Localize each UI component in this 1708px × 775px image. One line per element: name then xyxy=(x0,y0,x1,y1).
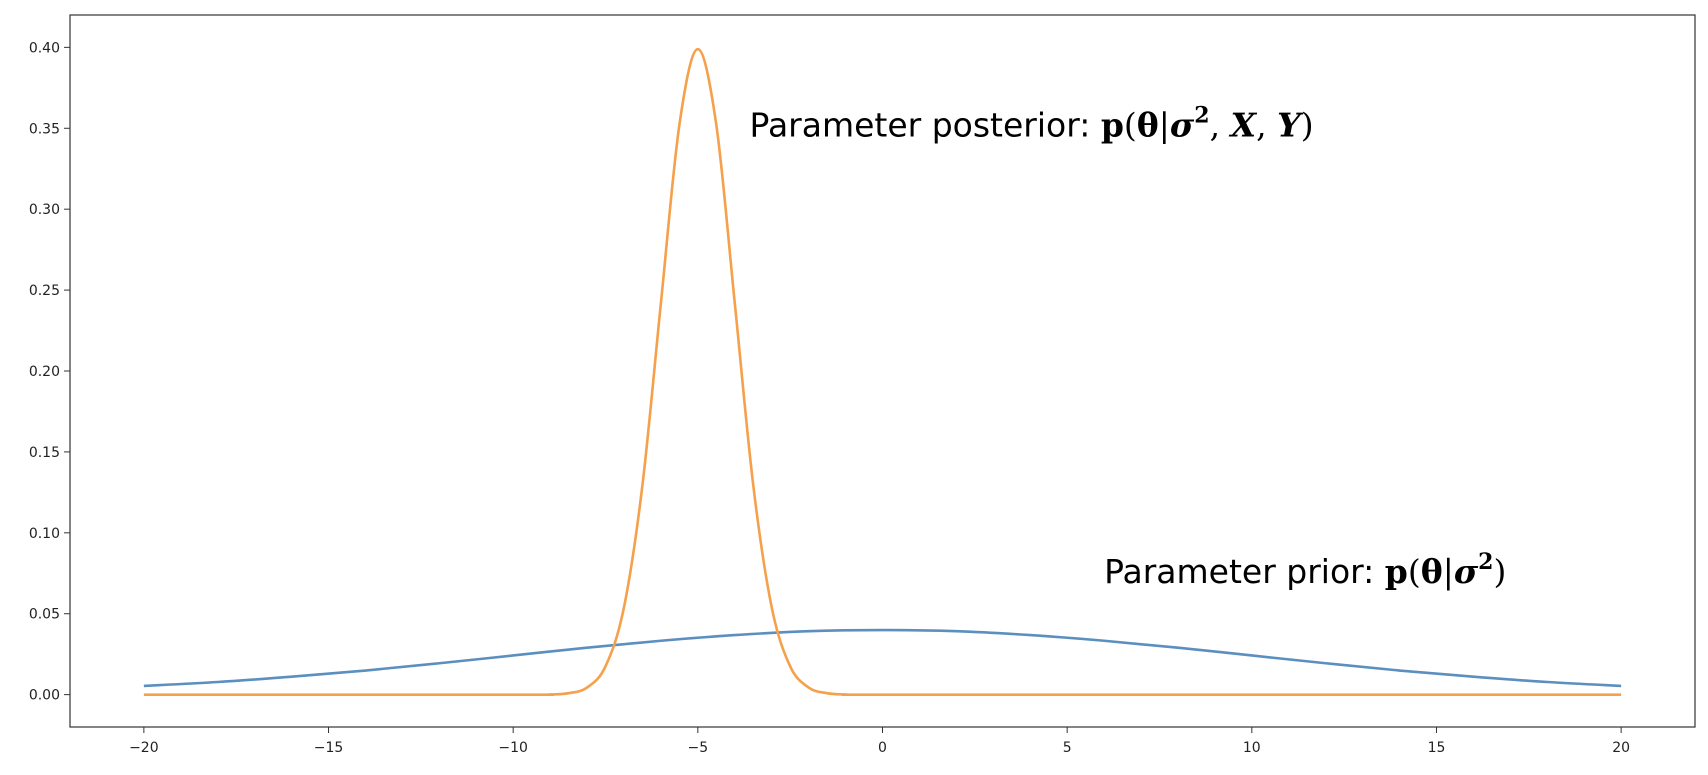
annotation-posterior-y: Y xyxy=(1277,105,1304,144)
annotation-posterior-p: p xyxy=(1101,105,1124,144)
annotation-posterior-comma: , xyxy=(1256,105,1277,144)
annotation-prior-close: ) xyxy=(1493,552,1506,591)
annotation-prior-prefix: Parameter prior: xyxy=(1104,552,1385,591)
y-axis: 0.00 0.05 0.10 0.15 0.20 0.25 0.30 0.35 0.40 xyxy=(29,40,70,704)
annotation-posterior-sigma: σ xyxy=(1170,105,1195,144)
y-tick-label: 0.25 xyxy=(29,283,60,299)
annotation-prior-sigma: σ xyxy=(1454,552,1479,591)
annotation-posterior-close: ) xyxy=(1301,105,1314,144)
annotation-posterior-theta: θ xyxy=(1137,105,1159,144)
annotation-posterior: Parameter posterior: p(θ|σ2, X, Y) xyxy=(750,102,1314,144)
x-axis: −20 −15 −10 −5 0 5 10 15 20 xyxy=(129,727,1630,756)
x-tick-label: −20 xyxy=(129,740,159,756)
y-tick-label: 0.40 xyxy=(29,40,60,56)
annotation-prior-open: ( xyxy=(1408,552,1421,591)
annotation-posterior-rest: , xyxy=(1210,105,1231,144)
annotation-posterior-bar: | xyxy=(1159,105,1170,144)
annotation-prior-bar: | xyxy=(1443,552,1454,591)
y-tick-label: 0.15 xyxy=(29,445,60,461)
x-tick-label: −10 xyxy=(498,740,528,756)
y-tick-label: 0.10 xyxy=(29,526,60,542)
x-tick-label: −5 xyxy=(688,740,709,756)
annotation-prior-p: p xyxy=(1385,552,1408,591)
series-layer xyxy=(143,47,1622,696)
series-line-2 xyxy=(143,47,1622,696)
x-tick-label: 0 xyxy=(878,740,887,756)
y-tick-label: 0.20 xyxy=(29,364,60,380)
annotation-prior-theta: θ xyxy=(1421,552,1443,591)
y-tick-label: 0.35 xyxy=(29,121,60,137)
annotation-posterior-prefix: Parameter posterior: xyxy=(750,105,1101,144)
y-tick-label: 0.05 xyxy=(29,607,60,623)
x-tick-label: 15 xyxy=(1428,740,1446,756)
x-tick-label: −15 xyxy=(314,740,344,756)
annotation-posterior-sup: 2 xyxy=(1194,102,1209,128)
annotation-prior: Parameter prior: p(θ|σ2) xyxy=(1104,549,1506,591)
annotation-posterior-x: X xyxy=(1229,105,1258,144)
x-tick-label: 20 xyxy=(1612,740,1630,756)
x-tick-label: 5 xyxy=(1063,740,1072,756)
y-tick-label: 0.00 xyxy=(29,688,60,704)
annotation-posterior-open: ( xyxy=(1124,105,1137,144)
series-line-1 xyxy=(143,628,1622,688)
annotation-prior-sup: 2 xyxy=(1478,549,1493,575)
y-tick-label: 0.30 xyxy=(29,202,60,218)
x-tick-label: 10 xyxy=(1243,740,1261,756)
